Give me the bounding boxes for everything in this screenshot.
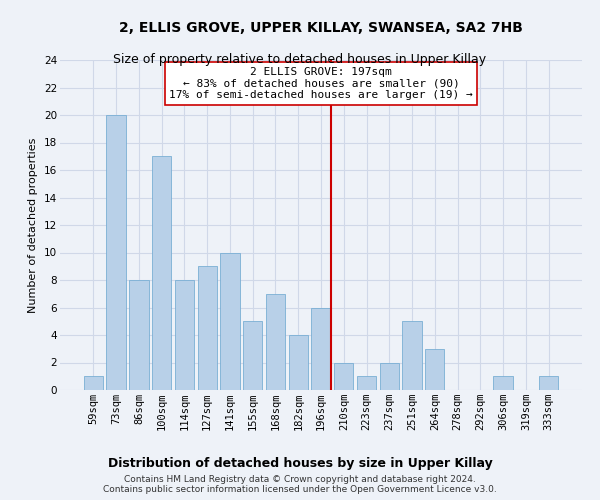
Bar	[220, 252, 239, 390]
Bar	[129, 280, 149, 390]
Bar	[311, 308, 331, 390]
Bar	[380, 362, 399, 390]
Bar	[357, 376, 376, 390]
Text: Size of property relative to detached houses in Upper Killay: Size of property relative to detached ho…	[113, 52, 487, 66]
Bar	[175, 280, 194, 390]
Bar	[403, 322, 422, 390]
Bar	[539, 376, 558, 390]
Bar	[243, 322, 262, 390]
Text: Contains HM Land Registry data © Crown copyright and database right 2024.
Contai: Contains HM Land Registry data © Crown c…	[103, 474, 497, 494]
Bar	[84, 376, 103, 390]
Bar	[106, 115, 126, 390]
Bar	[493, 376, 513, 390]
Bar	[334, 362, 353, 390]
Bar	[152, 156, 172, 390]
Bar	[266, 294, 285, 390]
Title: 2, ELLIS GROVE, UPPER KILLAY, SWANSEA, SA2 7HB: 2, ELLIS GROVE, UPPER KILLAY, SWANSEA, S…	[119, 21, 523, 35]
Bar	[289, 335, 308, 390]
Text: 2 ELLIS GROVE: 197sqm
← 83% of detached houses are smaller (90)
17% of semi-deta: 2 ELLIS GROVE: 197sqm ← 83% of detached …	[169, 67, 473, 100]
Y-axis label: Number of detached properties: Number of detached properties	[28, 138, 38, 312]
Text: Distribution of detached houses by size in Upper Killay: Distribution of detached houses by size …	[107, 458, 493, 470]
Bar	[197, 266, 217, 390]
Bar	[425, 349, 445, 390]
